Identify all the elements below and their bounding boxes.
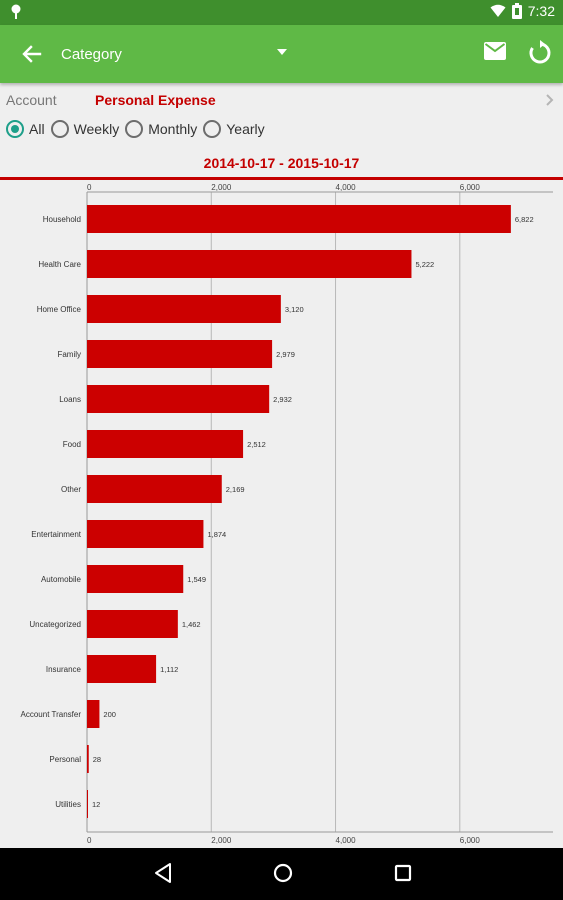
x-tick-label-top: 0 (87, 183, 92, 192)
value-label: 2,979 (276, 350, 295, 359)
refresh-icon[interactable] (528, 40, 552, 66)
bar (87, 250, 412, 278)
radio-unchecked-icon (50, 120, 69, 138)
value-label: 1,874 (207, 530, 226, 539)
x-tick-label-top: 6,000 (460, 183, 481, 192)
value-label: 5,222 (415, 260, 434, 269)
category-label: Health Care (38, 260, 81, 269)
value-label: 1,112 (160, 665, 178, 674)
category-bar-chart: 0 0 2,000 2,000 4,000 4,000 6,000 6,000 Househol… (21, 183, 553, 845)
bar (87, 385, 270, 413)
account-label: Account (6, 92, 57, 108)
category-label: Home Office (37, 305, 82, 314)
account-selector[interactable]: Account Personal Expense (0, 88, 563, 112)
value-label: 6,822 (515, 215, 534, 224)
bar (87, 475, 222, 503)
radio-label: Yearly (226, 121, 265, 137)
value-label: 2,932 (273, 395, 292, 404)
mail-icon[interactable] (484, 42, 506, 60)
back-arrow-icon[interactable] (18, 40, 46, 68)
category-label: Uncategorized (29, 620, 81, 629)
bar (87, 790, 88, 818)
category-label: Family (57, 350, 81, 359)
radio-checked-icon (6, 120, 24, 138)
category-label: Account Transfer (21, 710, 82, 719)
value-label: 28 (93, 755, 101, 764)
status-bar: 7:32 (0, 0, 563, 25)
category-label: Loans (59, 395, 81, 404)
bar (87, 205, 511, 233)
bar (87, 700, 100, 728)
radio-all[interactable]: All (6, 120, 45, 138)
period-radio-group: All Weekly Monthly Yearly (6, 118, 271, 140)
value-label: 2,169 (226, 485, 245, 494)
x-tick-label-top: 2,000 (211, 183, 232, 192)
value-label: 1,549 (187, 575, 206, 584)
value-label: 1,462 (182, 620, 201, 629)
value-label: 2,512 (247, 440, 266, 449)
radio-monthly[interactable]: Monthly (125, 120, 197, 138)
bar (87, 745, 89, 773)
radio-label: Monthly (148, 121, 198, 137)
radio-unchecked-icon (125, 120, 144, 138)
account-value: Personal Expense (95, 92, 216, 108)
category-label: Utilities (55, 800, 81, 809)
x-tick-label-top: 4,000 (336, 183, 357, 192)
category-label: Other (61, 485, 81, 494)
date-range: 2014-10-17 - 2015-10-17 (203, 155, 360, 171)
navigation-bar (0, 848, 563, 900)
bar (87, 655, 157, 683)
bar (87, 565, 184, 593)
bar (87, 610, 178, 638)
category-label: Household (43, 215, 81, 224)
nav-home-icon[interactable] (272, 862, 294, 884)
radio-label: All (29, 121, 45, 137)
x-tick-label-bottom: 4,000 (336, 836, 357, 845)
nav-recents-icon[interactable] (393, 862, 413, 884)
location-pin-icon (11, 4, 21, 19)
nav-back-icon[interactable] (153, 862, 173, 884)
value-label: 200 (103, 710, 116, 719)
radio-weekly[interactable]: Weekly (50, 120, 120, 138)
battery-icon (511, 3, 522, 19)
radio-yearly[interactable]: Yearly (203, 120, 265, 138)
x-tick-label-bottom: 0 (87, 836, 92, 845)
radio-unchecked-icon (203, 120, 222, 138)
bar (87, 520, 204, 548)
page-title: Category (61, 45, 122, 63)
category-label: Automobile (41, 575, 82, 584)
divider (0, 177, 563, 180)
value-label: 12 (92, 800, 100, 809)
category-label: Food (63, 440, 81, 449)
x-tick-label-bottom: 2,000 (211, 836, 232, 845)
bar (87, 430, 244, 458)
bar (87, 340, 273, 368)
wifi-icon (490, 4, 506, 17)
radio-label: Weekly (73, 121, 120, 137)
dropdown-arrow-icon[interactable] (277, 49, 287, 55)
status-time: 7:32 (527, 3, 555, 19)
category-label: Insurance (46, 665, 82, 674)
chevron-right-icon (546, 94, 554, 106)
category-label: Personal (49, 755, 81, 764)
app-bar: Category (0, 25, 563, 83)
value-label: 3,120 (285, 305, 304, 314)
x-tick-label-bottom: 6,000 (460, 836, 481, 845)
category-label: Entertainment (31, 530, 82, 539)
bar (87, 295, 281, 323)
category-selector[interactable]: Category (61, 25, 301, 83)
